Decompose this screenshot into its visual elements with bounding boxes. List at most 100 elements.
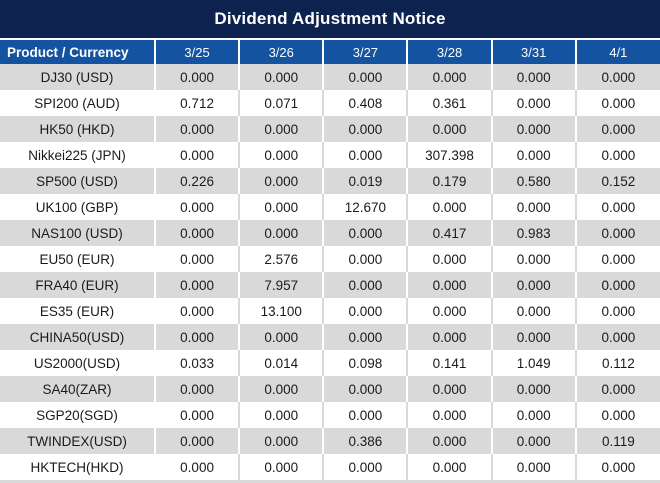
table-row: EU50 (EUR) 0.000 2.576 0.000 0.000 0.000 0.000 xyxy=(0,246,660,272)
table-row: Nikkei225 (JPN) 0.000 0.000 0.000 307.398 0.0… xyxy=(0,142,660,168)
dividend-value-cell: 0.000 xyxy=(575,298,660,324)
table-header-row: Product / Currency 3/25 3/26 3/27 3/28 3/31 4/… xyxy=(0,40,660,64)
dividend-value-cell: 0.000 xyxy=(491,90,577,116)
dividend-value-cell: 0.000 xyxy=(323,402,409,428)
dividend-value-cell: 0.000 xyxy=(575,116,660,142)
dividend-value-cell: 0.000 xyxy=(239,220,325,246)
table-row: DJ30 (USD) 0.000 0.000 0.000 0.000 0.000 0.000 xyxy=(0,64,660,90)
table-body: DJ30 (USD) 0.000 0.000 0.000 0.000 0.000 0.000… xyxy=(0,64,660,480)
dividend-value-cell: 0.000 xyxy=(155,246,241,272)
dividend-value-cell: 12.670 xyxy=(323,194,409,220)
dividend-value-cell: 0.000 xyxy=(155,324,241,350)
dividend-value-cell: 0.000 xyxy=(323,64,409,90)
product-cell: EU50 (EUR) xyxy=(0,246,156,272)
dividend-value-cell: 0.000 xyxy=(575,246,660,272)
table-row: NAS100 (USD) 0.000 0.000 0.000 0.417 0.983 0.0… xyxy=(0,220,660,246)
product-cell: NAS100 (USD) xyxy=(0,220,156,246)
dividend-value-cell: 0.000 xyxy=(491,64,577,90)
table-row: SP500 (USD) 0.226 0.000 0.019 0.179 0.580 0.15… xyxy=(0,168,660,194)
dividend-value-cell: 0.000 xyxy=(407,454,493,480)
dividend-value-cell: 7.957 xyxy=(239,272,325,298)
dividend-value-cell: 0.000 xyxy=(155,220,241,246)
dividend-value-cell: 2.576 xyxy=(239,246,325,272)
dividend-value-cell: 0.000 xyxy=(491,454,577,480)
dividend-value-cell: 0.386 xyxy=(323,428,409,454)
date-column-header: 4/1 xyxy=(575,40,660,64)
dividend-value-cell: 0.983 xyxy=(491,220,577,246)
table-row: HK50 (HKD) 0.000 0.000 0.000 0.000 0.000 0.000 xyxy=(0,116,660,142)
product-cell: DJ30 (USD) xyxy=(0,64,156,90)
table-row: UK100 (GBP) 0.000 0.000 12.670 0.000 0.000 0.0… xyxy=(0,194,660,220)
dividend-value-cell: 0.000 xyxy=(407,324,493,350)
dividend-value-cell: 0.000 xyxy=(407,298,493,324)
dividend-value-cell: 0.000 xyxy=(239,142,325,168)
dividend-value-cell: 0.000 xyxy=(491,272,577,298)
dividend-value-cell: 0.000 xyxy=(575,454,660,480)
dividend-value-cell: 0.000 xyxy=(491,324,577,350)
dividend-value-cell: 0.000 xyxy=(323,116,409,142)
dividend-value-cell: 0.000 xyxy=(323,246,409,272)
table-row: HKTECH(HKD) 0.000 0.000 0.000 0.000 0.000 0.00… xyxy=(0,454,660,480)
dividend-value-cell: 0.000 xyxy=(239,428,325,454)
dividend-value-cell: 0.408 xyxy=(323,90,409,116)
table-row: US2000(USD) 0.033 0.014 0.098 0.141 1.049 0.11… xyxy=(0,350,660,376)
dividend-value-cell: 0.000 xyxy=(491,142,577,168)
table-row: TWINDEX(USD) 0.000 0.000 0.386 0.000 0.000 0.1… xyxy=(0,428,660,454)
dividend-value-cell: 0.000 xyxy=(323,272,409,298)
dividend-value-cell: 0.000 xyxy=(575,324,660,350)
dividend-value-cell: 0.019 xyxy=(323,168,409,194)
dividend-value-cell: 0.000 xyxy=(575,376,660,402)
dividend-value-cell: 0.000 xyxy=(407,272,493,298)
dividend-value-cell: 0.000 xyxy=(155,454,241,480)
dividend-value-cell: 0.000 xyxy=(323,298,409,324)
dividend-value-cell: 0.000 xyxy=(491,246,577,272)
dividend-value-cell: 0.417 xyxy=(407,220,493,246)
dividend-value-cell: 0.000 xyxy=(575,64,660,90)
dividend-value-cell: 0.000 xyxy=(491,116,577,142)
dividend-value-cell: 0.152 xyxy=(575,168,660,194)
product-cell: HKTECH(HKD) xyxy=(0,454,156,480)
dividend-value-cell: 0.000 xyxy=(407,194,493,220)
product-cell: SP500 (USD) xyxy=(0,168,156,194)
dividend-value-cell: 0.000 xyxy=(155,142,241,168)
dividend-value-cell: 0.000 xyxy=(323,376,409,402)
dividend-value-cell: 0.000 xyxy=(323,454,409,480)
product-cell: FRA40 (EUR) xyxy=(0,272,156,298)
product-cell: Nikkei225 (JPN) xyxy=(0,142,156,168)
dividend-value-cell: 0.000 xyxy=(407,428,493,454)
dividend-value-cell: 0.000 xyxy=(575,90,660,116)
dividend-value-cell: 0.712 xyxy=(155,90,241,116)
product-cell: TWINDEX(USD) xyxy=(0,428,156,454)
date-column-header: 3/28 xyxy=(407,40,493,64)
product-currency-header: Product / Currency xyxy=(0,40,156,64)
dividend-value-cell: 0.000 xyxy=(407,376,493,402)
product-cell: CHINA50(USD) xyxy=(0,324,156,350)
dividend-value-cell: 0.000 xyxy=(407,64,493,90)
dividend-value-cell: 0.141 xyxy=(407,350,493,376)
dividend-value-cell: 0.000 xyxy=(155,194,241,220)
product-cell: UK100 (GBP) xyxy=(0,194,156,220)
product-cell: ES35 (EUR) xyxy=(0,298,156,324)
dividend-value-cell: 0.119 xyxy=(575,428,660,454)
date-column-header: 3/27 xyxy=(323,40,409,64)
product-cell: SPI200 (AUD) xyxy=(0,90,156,116)
dividend-value-cell: 0.000 xyxy=(239,116,325,142)
table-row: SPI200 (AUD) 0.712 0.071 0.408 0.361 0.000 0.0… xyxy=(0,90,660,116)
dividend-value-cell: 0.098 xyxy=(323,350,409,376)
dividend-value-cell: 0.071 xyxy=(239,90,325,116)
dividend-value-cell: 0.000 xyxy=(239,454,325,480)
dividend-value-cell: 0.000 xyxy=(239,194,325,220)
dividend-value-cell: 0.000 xyxy=(407,246,493,272)
dividend-value-cell: 0.000 xyxy=(323,142,409,168)
table-row: ES35 (EUR) 0.000 13.100 0.000 0.000 0.000 0.00… xyxy=(0,298,660,324)
page-title: Dividend Adjustment Notice xyxy=(0,0,660,40)
dividend-value-cell: 0.000 xyxy=(155,116,241,142)
dividend-value-cell: 0.000 xyxy=(491,402,577,428)
dividend-value-cell: 307.398 xyxy=(407,142,493,168)
dividend-value-cell: 0.000 xyxy=(575,402,660,428)
table-header: Product / Currency 3/25 3/26 3/27 3/28 3/31 4/… xyxy=(0,40,660,64)
dividend-value-cell: 0.361 xyxy=(407,90,493,116)
dividend-value-cell: 0.000 xyxy=(155,376,241,402)
dividend-value-cell: 0.000 xyxy=(239,376,325,402)
dividend-value-cell: 0.000 xyxy=(155,298,241,324)
